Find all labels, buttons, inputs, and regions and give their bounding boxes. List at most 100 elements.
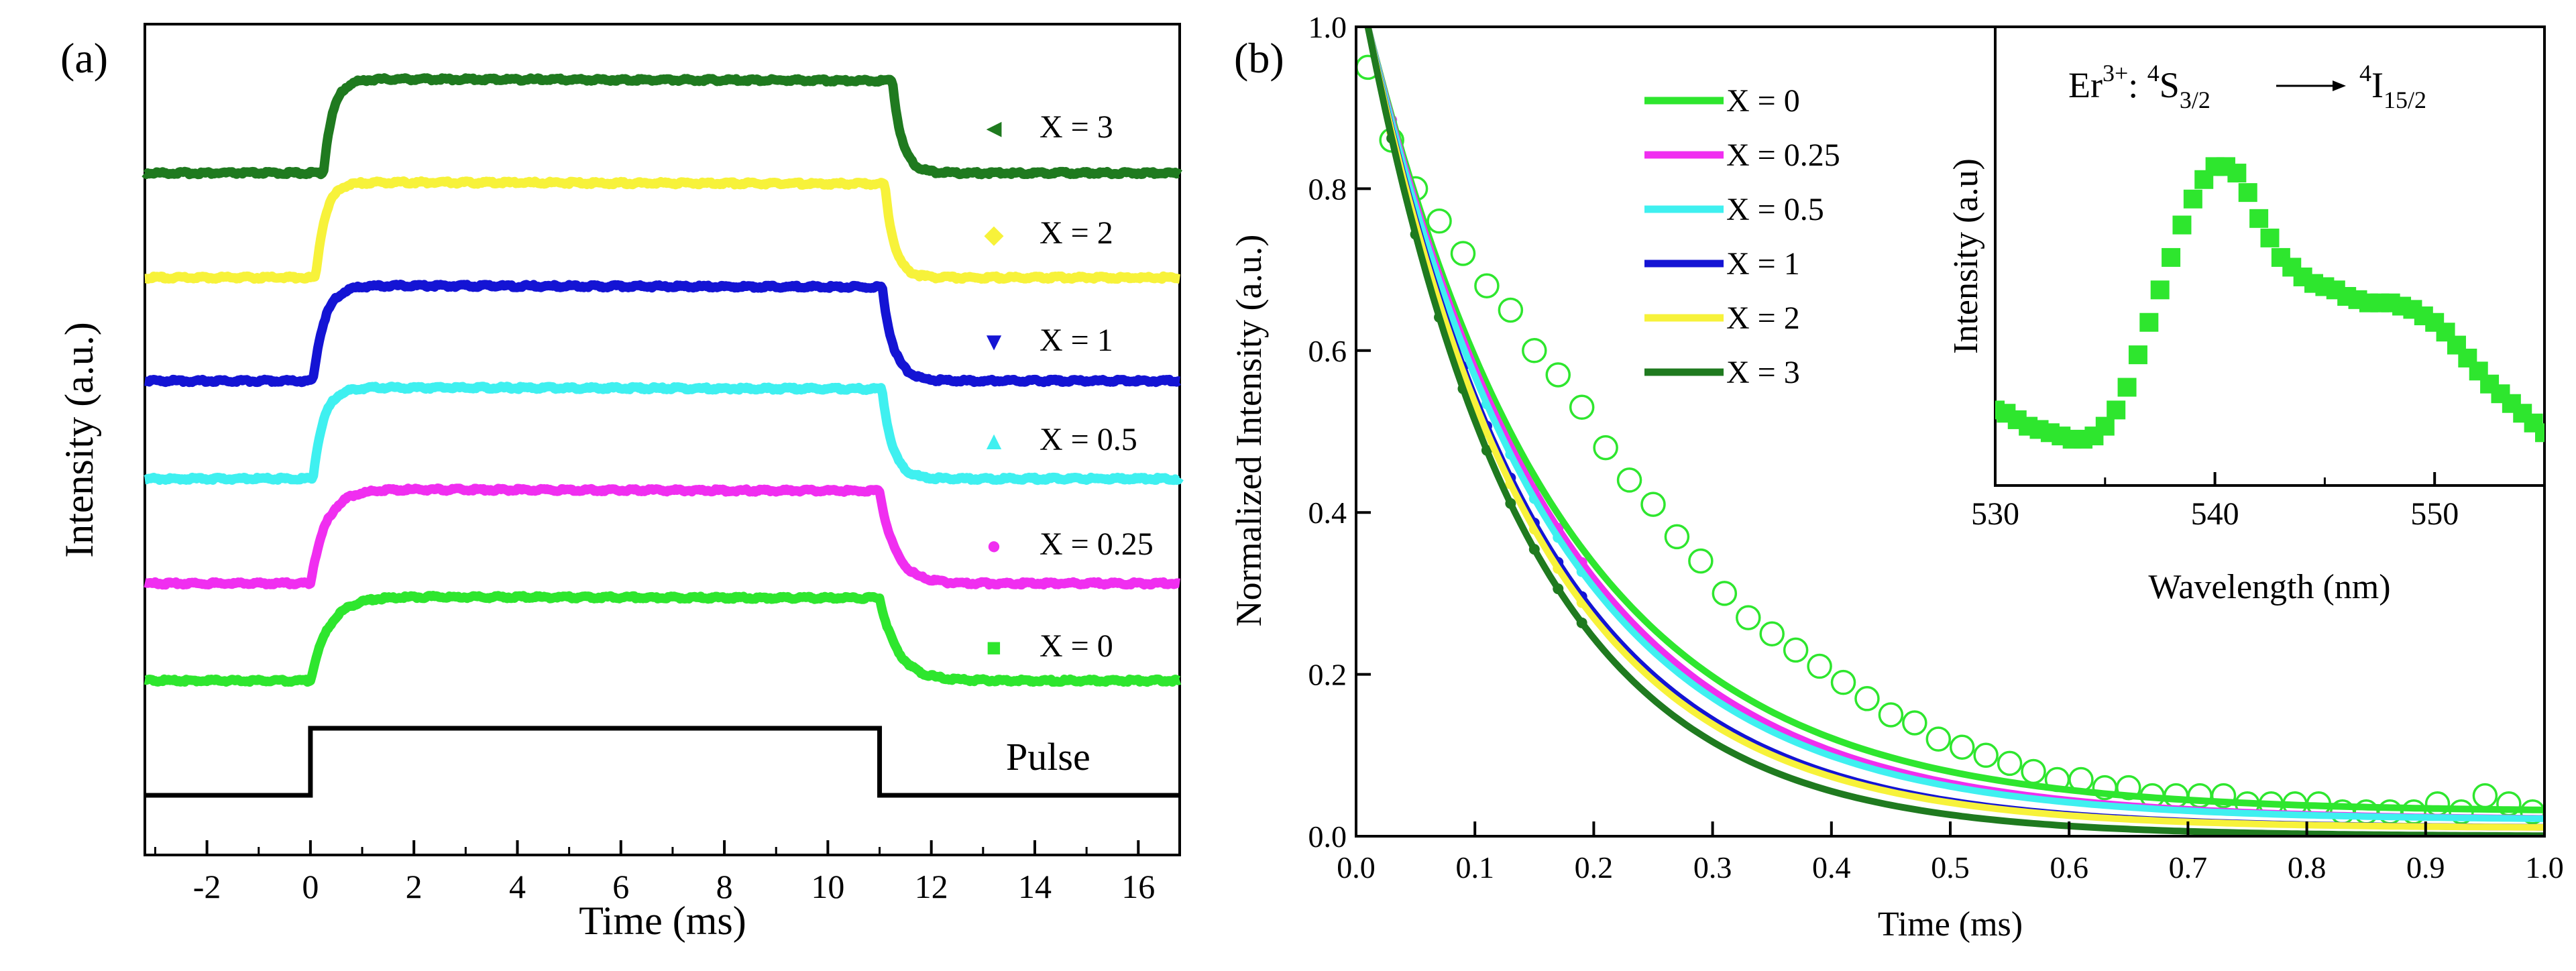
inset-spectrum: 530 540 550 Wavelength (nm) Intensity (a.u… <box>1947 25 2546 606</box>
panel-b-x-tick-label: 0.8 <box>2288 850 2327 884</box>
panel-b-x-ticks: 0.0 0.1 0.2 0.3 0.4 0.5 0.6 0.7 0.8 0.9 1.0 <box>1337 821 2564 884</box>
annotation-to-level: 4I15/2 <box>2359 60 2426 113</box>
panel-b-y-tick-label: 0.2 <box>1308 658 1347 692</box>
inset-x-tick-label: 530 <box>1971 496 2019 532</box>
panel-b-fit-lines <box>1364 27 2544 836</box>
panel-a-trace-x-1 <box>142 280 1183 388</box>
inset-data-point <box>2249 209 2269 228</box>
panel-b-y-tick-label: 0.4 <box>1308 496 1347 530</box>
panel-b-data-point <box>1664 524 1690 550</box>
inset-x-tick-label: 550 <box>2410 496 2459 532</box>
panel-a-y-axis-title: Intensity (a.u.) <box>57 322 101 558</box>
inset-frame <box>1994 25 2546 487</box>
panel-a-x-tick-label: 6 <box>612 868 629 905</box>
inset-transition-annotation: Er3+: 4S3/2 4I15/2 <box>2068 60 2426 113</box>
transition-arrowhead-icon <box>2333 80 2346 91</box>
panel-b-label: (b) <box>1234 34 1284 82</box>
panel-b-x-tick-label: 1.0 <box>2525 850 2564 884</box>
panel-b-y-axis-title: Normalized Intensity (a.u.) <box>1229 235 1269 627</box>
panel-b-data-point <box>1854 686 1880 711</box>
panel-a-chart: (a) -2 0 2 4 6 8 10 12 14 16 ◄ X = 3 ◆ X = 2 ▼ X = 1 ▲ X… <box>57 23 1184 943</box>
inset-x-axis-title: Wavelength (nm) <box>2148 568 2390 606</box>
panel-a-x-tick-label: 16 <box>1121 868 1155 905</box>
panel-b-x-tick-label: 0.9 <box>2406 850 2445 884</box>
panel-b-y-tick-label: 0.0 <box>1308 819 1347 854</box>
panel-b-x-tick-label: 0.5 <box>1931 850 1970 884</box>
panel-b-data-point <box>1616 467 1642 493</box>
panel-b-chart: (b) 0.0 0.1 0.2 0.3 0.4 0.5 0.6 0.7 0.8 0.9 1.0 0.… <box>1229 10 2564 944</box>
panel-b-data-point <box>1997 750 2023 777</box>
panel-a-traces <box>142 73 1184 687</box>
panel-b-data-point <box>1474 273 1500 298</box>
panel-a-legend-marker-x-3: ◄ <box>981 115 1007 143</box>
panel-b-data-point <box>1593 435 1618 461</box>
inset-data-point <box>2162 247 2181 267</box>
panel-b-data-point <box>1807 653 1832 679</box>
panel-a-legend: ◄ X = 3 ◆ X = 2 ▼ X = 1 ▲ X = 0.5 ● X = 0.25 ■ X = … <box>981 109 1154 664</box>
panel-b-data-point <box>1712 581 1738 606</box>
panel-b-legend-label-x-0-5: X = 0.5 <box>1726 192 1824 227</box>
panel-a-legend-label-x-2: X = 2 <box>1040 215 1113 251</box>
panel-b-data-point <box>1498 297 1524 323</box>
panel-a-x-tick-label: 4 <box>509 868 526 905</box>
inset-data-point <box>2117 378 2137 397</box>
panel-b-x-tick-label: 0.2 <box>1575 850 1614 884</box>
panel-a-x-tick-label: 0 <box>302 868 319 905</box>
panel-b-data-point <box>2210 783 2237 809</box>
panel-b-data-point <box>2021 758 2046 785</box>
panel-a-x-tick-label: 10 <box>811 868 844 905</box>
panel-b-data-point <box>1569 394 1595 420</box>
inset-x-ticks: 530 540 550 <box>1971 472 2459 532</box>
inset-data-point <box>2183 189 2202 209</box>
panel-a-legend-marker-x-1: ▼ <box>981 328 1007 356</box>
panel-a-legend-marker-x-0: ■ <box>987 634 1002 662</box>
panel-b-fit-line-x-0 <box>1364 27 2544 813</box>
panel-b-legend-label-x-2: X = 2 <box>1726 300 1800 336</box>
panel-b-x-tick-label: 0.0 <box>1337 850 1376 884</box>
panel-b-y-ticks: 0.0 0.2 0.4 0.6 0.8 1.0 <box>1308 10 1371 854</box>
panel-a-legend-label-x-3: X = 3 <box>1040 109 1113 145</box>
panel-a-legend-label-x-0-25: X = 0.25 <box>1040 526 1154 562</box>
annotation-from-level: Er3+: 4S3/2 <box>2068 60 2210 113</box>
panel-b-legend-label-x-0: X = 0 <box>1726 83 1800 119</box>
panel-b-data-point <box>1878 702 1904 728</box>
panel-b-data-point <box>1759 621 1785 646</box>
panel-a-trace-x-2 <box>142 176 1183 284</box>
panel-a-legend-label-x-1: X = 1 <box>1040 323 1113 358</box>
panel-a-x-axis-title: Time (ms) <box>579 899 746 943</box>
panel-b-data-point <box>1925 726 1952 752</box>
panel-b-data-point <box>1450 241 1476 266</box>
panel-b-data-point <box>1688 548 1714 574</box>
panel-b-x-axis-title: Time (ms) <box>1878 905 2023 944</box>
panel-b-y-tick-label: 0.6 <box>1308 334 1347 368</box>
panel-b-fit-line-x-3 <box>1364 27 2544 836</box>
inset-data-point <box>2095 416 2115 436</box>
panel-a-legend-marker-x-0-25: ● <box>987 532 1002 560</box>
panel-b-y-tick-label: 0.8 <box>1308 172 1347 206</box>
inset-y-axis-title: Intensity (a.u) <box>1947 158 1985 354</box>
panel-b-data-point <box>1783 637 1809 663</box>
inset-data-point <box>2535 423 2544 443</box>
panel-a-x-tick-label: 14 <box>1018 868 1052 905</box>
inset-data-point <box>2107 400 2126 420</box>
panel-a-trace-x-0 <box>142 591 1183 687</box>
panel-a-x-tick-label: 2 <box>406 868 423 905</box>
panel-b-data-point <box>1736 605 1761 630</box>
panel-b-y-tick-label: 1.0 <box>1308 10 1347 44</box>
panel-b-fit-line-x-2 <box>1364 27 2544 831</box>
panel-a-x-tick-label: 12 <box>915 868 948 905</box>
panel-a-label: (a) <box>60 34 108 82</box>
inset-data-point <box>2139 312 2159 332</box>
panel-b-legend-label-x-3: X = 3 <box>1726 355 1800 390</box>
inset-data-point <box>2238 183 2257 203</box>
panel-a-x-ticks: -2 0 2 4 6 8 10 12 14 16 <box>154 840 1155 905</box>
panel-a-legend-marker-x-2: ◆ <box>984 221 1004 249</box>
panel-b-data-point <box>1830 669 1856 695</box>
panel-b-data-point <box>1522 338 1547 363</box>
inset-x-tick-label: 540 <box>2191 496 2239 532</box>
panel-a-x-tick-label: -2 <box>193 868 221 905</box>
panel-b-fit-line-x-0-5 <box>1364 27 2544 822</box>
inset-data-point <box>2128 345 2147 365</box>
panel-a-legend-label-x-0-5: X = 0.5 <box>1040 422 1137 457</box>
panel-b-data-point <box>1545 362 1571 388</box>
